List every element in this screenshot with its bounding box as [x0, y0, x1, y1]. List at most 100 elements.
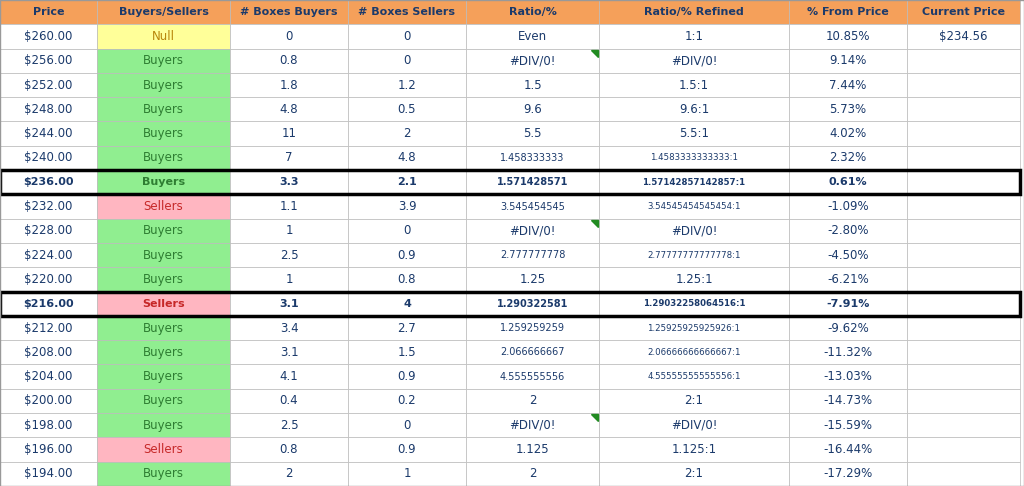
Bar [348, 437, 466, 462]
Bar [97, 243, 230, 267]
Bar [599, 267, 790, 292]
Bar [907, 316, 1020, 340]
Bar [0, 0, 97, 24]
Text: 4.1: 4.1 [280, 370, 298, 383]
Bar [466, 219, 599, 243]
Bar [97, 97, 230, 122]
Bar [348, 462, 466, 486]
Bar [348, 24, 466, 49]
Bar [230, 24, 348, 49]
Bar [599, 122, 790, 146]
Bar [230, 340, 348, 364]
Bar [0, 170, 1020, 194]
Text: 4.8: 4.8 [280, 103, 298, 116]
Text: 11: 11 [282, 127, 297, 140]
Text: 2.06666666666667:1: 2.06666666666667:1 [647, 348, 740, 357]
Text: 9.6: 9.6 [523, 103, 542, 116]
Text: #DIV/0!: #DIV/0! [509, 419, 556, 432]
Text: 0: 0 [286, 30, 293, 43]
Text: Buyers: Buyers [143, 79, 184, 91]
Bar [599, 73, 790, 97]
Text: % From Price: % From Price [807, 7, 889, 17]
Text: 2.7: 2.7 [397, 322, 417, 334]
Bar [230, 122, 348, 146]
Bar [790, 243, 907, 267]
Text: Buyers: Buyers [143, 395, 184, 407]
Text: -1.09%: -1.09% [827, 200, 868, 213]
Bar [230, 219, 348, 243]
Bar [348, 364, 466, 389]
Bar [599, 146, 790, 170]
Text: -9.62%: -9.62% [827, 322, 869, 334]
Text: $232.00: $232.00 [25, 200, 73, 213]
Bar [230, 316, 348, 340]
Bar [907, 267, 1020, 292]
Bar [907, 146, 1020, 170]
Text: Buyers: Buyers [143, 468, 184, 480]
Bar [97, 73, 230, 97]
Text: Buyers: Buyers [143, 127, 184, 140]
Bar [599, 413, 790, 437]
Bar [348, 73, 466, 97]
Text: Buyers: Buyers [142, 177, 185, 187]
Bar [466, 340, 599, 364]
Bar [348, 413, 466, 437]
Bar [790, 316, 907, 340]
Bar [97, 267, 230, 292]
Bar [466, 437, 599, 462]
Text: Sellers: Sellers [143, 200, 183, 213]
Bar [230, 413, 348, 437]
Text: Sellers: Sellers [143, 443, 183, 456]
Bar [0, 316, 97, 340]
Text: Buyers: Buyers [143, 346, 184, 359]
Bar [466, 316, 599, 340]
Text: 4.55555555555556:1: 4.55555555555556:1 [647, 372, 740, 381]
Text: # Boxes Buyers: # Boxes Buyers [241, 7, 338, 17]
Bar [348, 292, 466, 316]
Bar [348, 316, 466, 340]
Text: 2: 2 [286, 468, 293, 480]
Text: 3.1: 3.1 [280, 346, 298, 359]
Text: 4: 4 [403, 299, 411, 309]
Text: Null: Null [152, 30, 175, 43]
Text: 2: 2 [403, 127, 411, 140]
Text: $236.00: $236.00 [24, 177, 74, 187]
Bar [0, 292, 97, 316]
Bar [907, 170, 1020, 194]
Text: 1: 1 [286, 273, 293, 286]
Text: 7.44%: 7.44% [829, 79, 866, 91]
Text: Buyers: Buyers [143, 152, 184, 164]
Bar [790, 24, 907, 49]
Bar [348, 170, 466, 194]
Bar [97, 122, 230, 146]
Bar [97, 292, 230, 316]
Bar [348, 49, 466, 73]
Bar [466, 49, 599, 73]
Bar [348, 122, 466, 146]
Bar [0, 243, 97, 267]
Bar [0, 364, 97, 389]
Bar [599, 194, 790, 219]
Text: Ratio/%: Ratio/% [509, 7, 556, 17]
Bar [599, 292, 790, 316]
Text: 1.1: 1.1 [280, 200, 298, 213]
Bar [97, 170, 230, 194]
Bar [790, 0, 907, 24]
Bar [907, 194, 1020, 219]
Bar [230, 437, 348, 462]
Bar [907, 462, 1020, 486]
Bar [907, 413, 1020, 437]
Text: #DIV/0!: #DIV/0! [509, 54, 556, 67]
Bar [230, 462, 348, 486]
Text: Buyers: Buyers [143, 103, 184, 116]
Bar [790, 292, 907, 316]
Text: 1.571428571: 1.571428571 [497, 177, 568, 187]
Text: 0: 0 [403, 419, 411, 432]
Bar [97, 364, 230, 389]
Bar [230, 97, 348, 122]
Text: -15.59%: -15.59% [823, 419, 872, 432]
Text: 4.8: 4.8 [397, 152, 417, 164]
Bar [466, 194, 599, 219]
Text: -4.50%: -4.50% [827, 249, 868, 261]
Bar [230, 73, 348, 97]
